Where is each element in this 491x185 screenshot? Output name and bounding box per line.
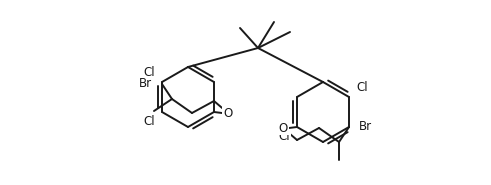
- Text: Cl: Cl: [356, 81, 368, 94]
- Text: Cl: Cl: [278, 130, 290, 143]
- Text: O: O: [278, 122, 288, 134]
- Text: Cl: Cl: [143, 115, 155, 128]
- Text: O: O: [223, 107, 233, 120]
- Text: Cl: Cl: [143, 66, 155, 79]
- Text: Br: Br: [359, 120, 372, 132]
- Text: Br: Br: [139, 77, 152, 90]
